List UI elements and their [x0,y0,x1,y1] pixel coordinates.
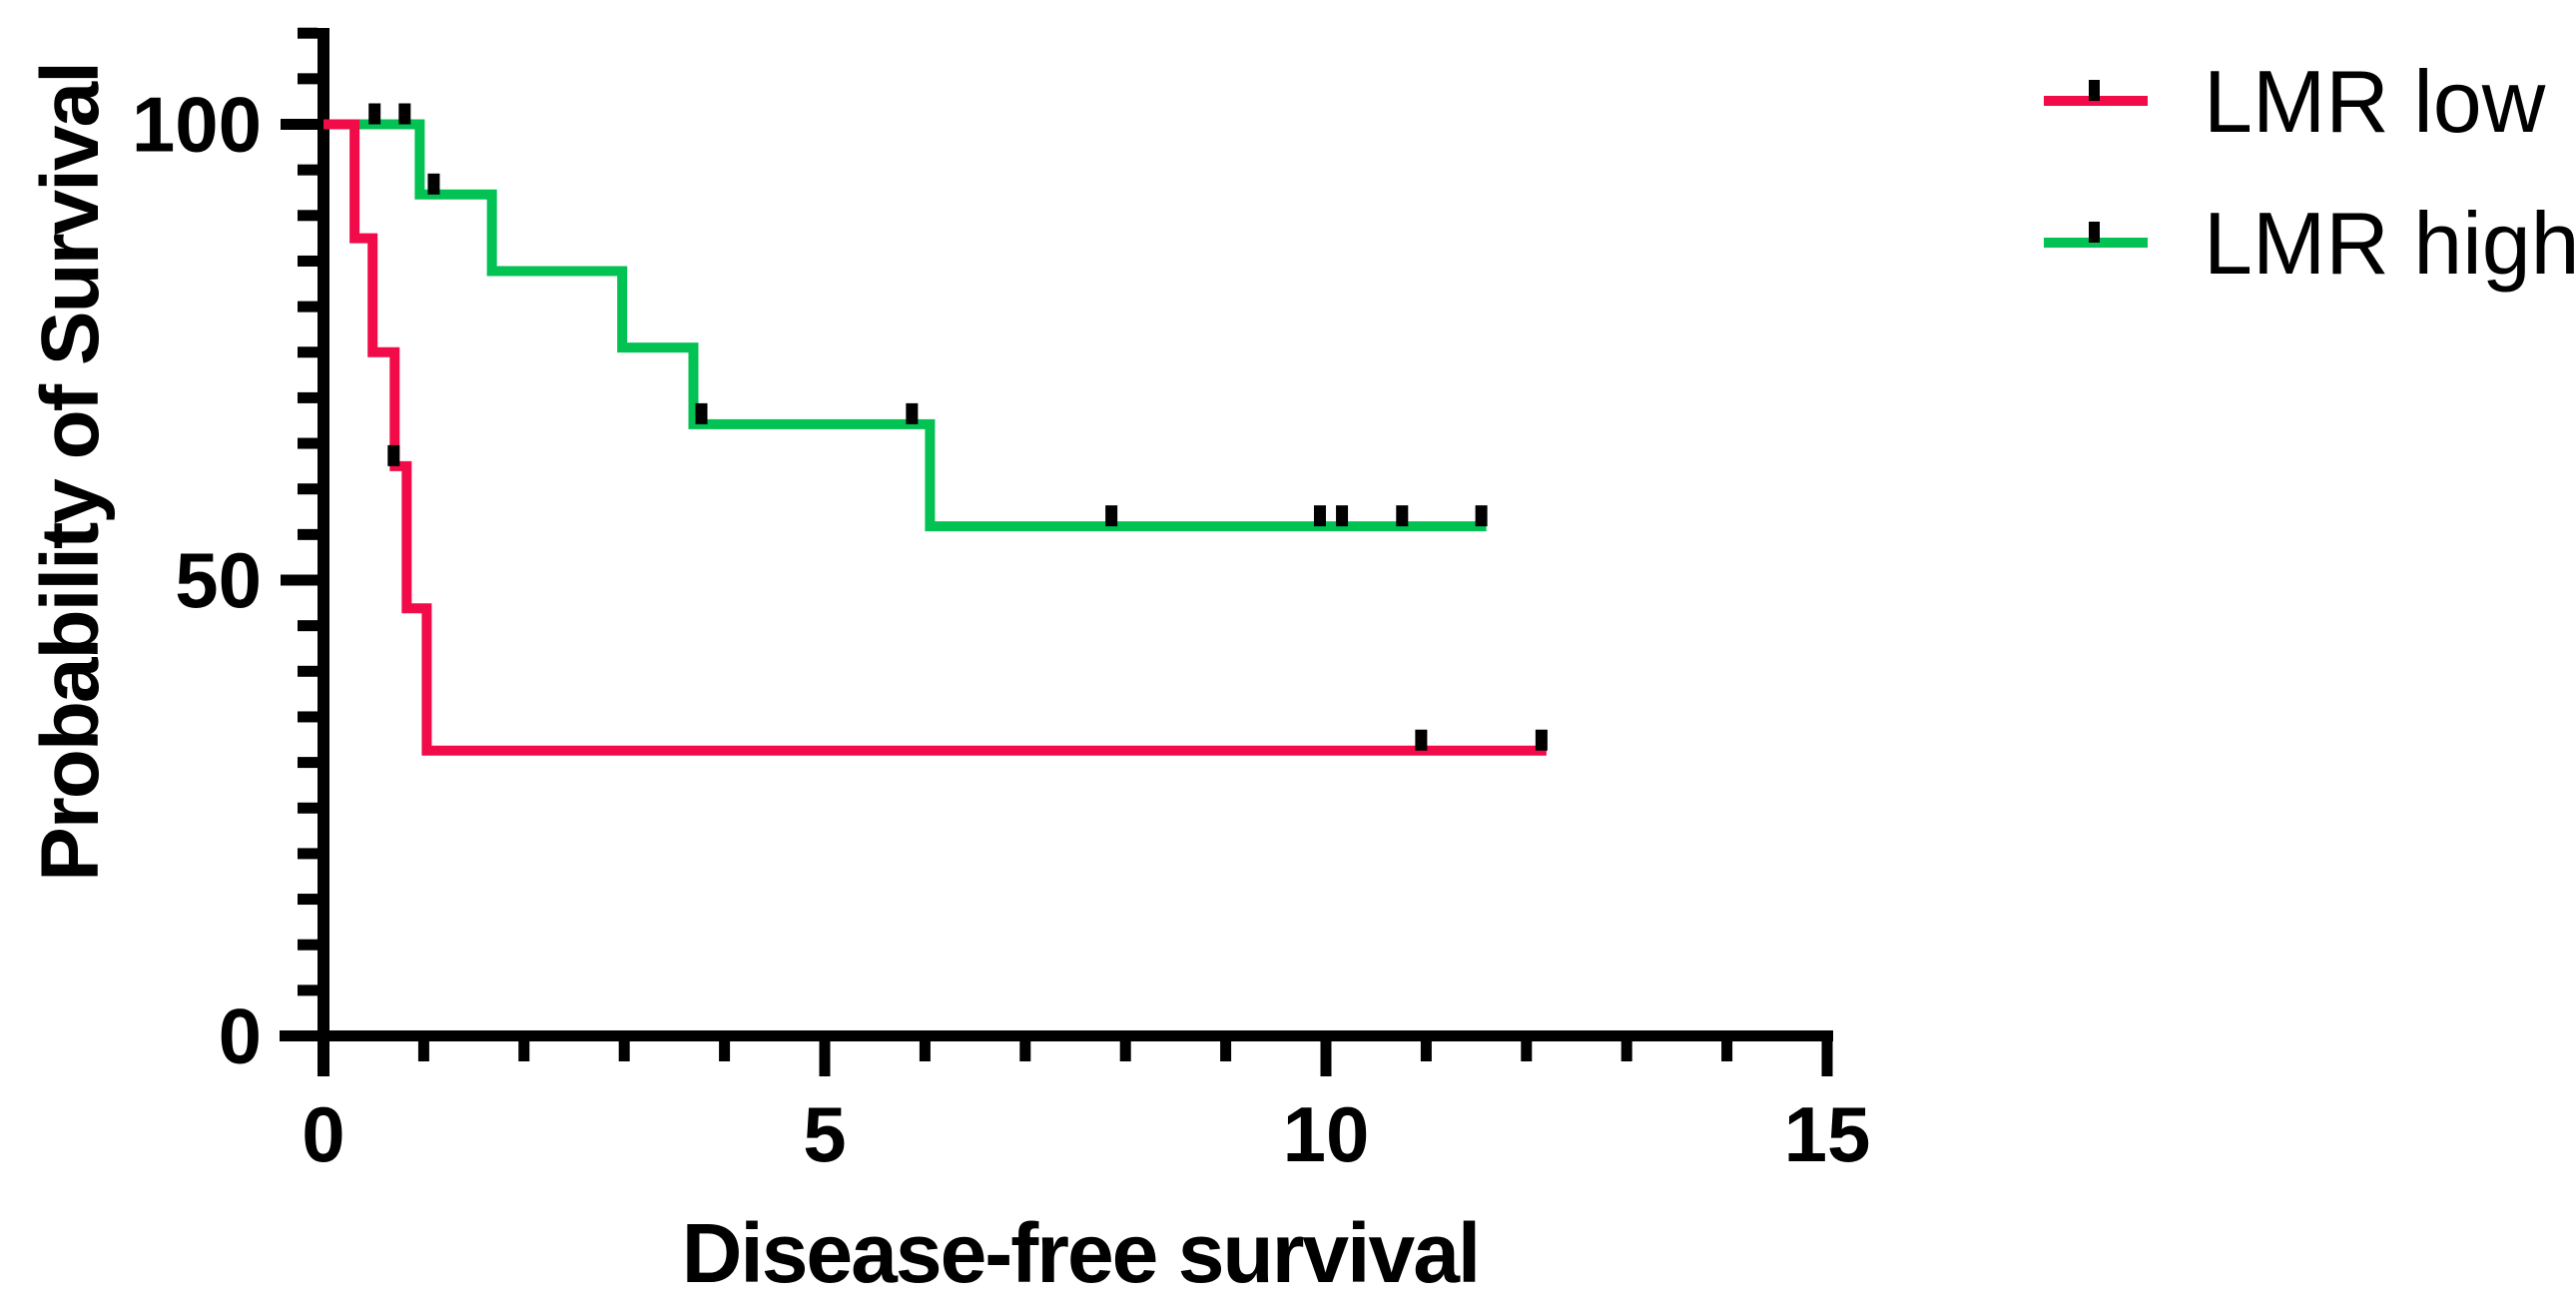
y-major-tick-50 [281,574,318,586]
censor-mark-lmr-high [906,402,919,424]
y-minor-tick [298,939,318,951]
y-minor-tick [298,27,318,39]
y-minor-tick [298,255,318,267]
survival-curves [323,103,1548,756]
y-axis-title: Probability of Survival [25,63,116,882]
x-minor-tick [1220,1041,1232,1061]
x-major-tick-10 [1320,1041,1332,1076]
censor-mark-lmr-high [398,103,411,125]
x-tick-label-10: 10 [1283,1090,1370,1178]
censor-mark-lmr-high [695,402,708,424]
censor-mark-lmr-low [1535,729,1548,751]
x-minor-tick [1721,1041,1733,1061]
survival-curve-lmr-low [323,119,1547,756]
x-minor-tick [1521,1041,1533,1061]
y-minor-tick [298,210,318,222]
y-axis-spine [318,28,329,1041]
x-major-tick-5 [819,1041,831,1076]
x-major-tick-15 [1821,1041,1833,1076]
y-tick-label-0: 0 [219,992,262,1080]
x-minor-tick [719,1041,731,1061]
legend-censor-tick-icon-lmr-low [2089,80,2100,101]
censor-mark-lmr-high [1105,505,1118,527]
y-minor-tick [298,802,318,814]
x-minor-tick [919,1041,931,1061]
legend-censor-tick-icon-lmr-high [2089,222,2100,243]
x-minor-tick [1019,1041,1031,1061]
censor-mark-lmr-high [1475,505,1488,527]
censor-mark-lmr-high [1396,505,1409,527]
legend-item-lmr-low: LMR low [2044,52,2546,151]
y-minor-tick [298,528,318,540]
y-minor-tick [298,437,318,449]
y-minor-tick [298,346,318,358]
legend: LMR low LMR high [2044,52,2576,293]
y-minor-tick [298,391,318,403]
y-tick-label-50: 50 [175,536,262,624]
y-minor-tick [298,483,318,495]
x-axis-line [280,1030,1833,1041]
y-minor-tick [298,301,318,313]
axes [280,27,1833,1076]
y-minor-tick [298,757,318,769]
x-tick-label-5: 5 [803,1090,846,1178]
y-tick-label-100: 100 [132,81,262,169]
tick-labels: 0 50 100 0 5 10 15 [132,81,1871,1179]
x-minor-tick [1620,1041,1632,1061]
y-minor-tick [298,848,318,860]
y-minor-tick [298,711,318,723]
x-minor-tick [417,1041,429,1061]
y-minor-tick [298,894,318,906]
x-minor-tick [1420,1041,1432,1061]
censor-mark-lmr-high [427,173,440,195]
censor-mark-lmr-high [368,103,381,125]
x-minor-tick [618,1041,630,1061]
y-minor-tick [298,164,318,176]
legend-item-lmr-high: LMR high [2044,194,2576,293]
y-minor-tick [298,620,318,632]
censor-mark-lmr-high [1313,505,1326,527]
x-axis-title: Disease-free survival [682,1206,1480,1300]
x-minor-tick [518,1041,530,1061]
y-minor-tick [298,665,318,677]
legend-label-lmr-high: LMR high [2204,194,2576,293]
censor-mark-lmr-high [1336,505,1349,527]
legend-label-lmr-low: LMR low [2204,52,2546,151]
x-tick-label-15: 15 [1784,1090,1871,1178]
censor-mark-lmr-low [387,444,400,466]
x-minor-tick [1119,1041,1131,1061]
y-minor-tick [298,73,318,85]
x-major-tick-0 [318,1041,329,1076]
survival-curve-lmr-high [323,119,1487,532]
y-minor-tick [298,985,318,996]
censor-mark-lmr-low [1415,729,1428,751]
y-major-tick-100 [281,119,318,130]
x-tick-label-0: 0 [302,1090,344,1178]
